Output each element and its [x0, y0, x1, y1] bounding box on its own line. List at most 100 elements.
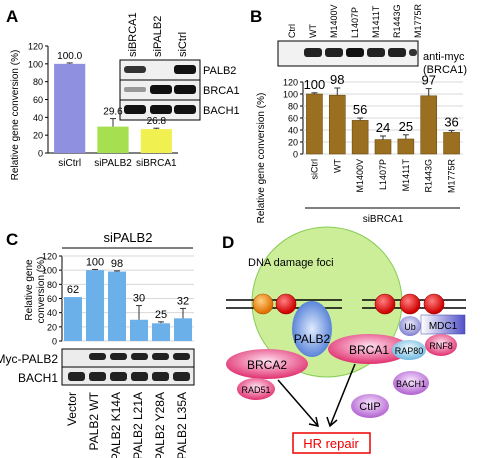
bar-PALB2 K14A: [107, 271, 127, 341]
rap80-protein: RAP80: [392, 340, 426, 360]
blot-b-lane: M1411T: [371, 5, 381, 38]
y-tick-label: 80: [47, 280, 57, 290]
palb2-protein: PALB2: [292, 301, 332, 357]
value-label: 30: [133, 293, 145, 305]
y-tick-label: 120: [28, 42, 43, 52]
panel-label-b: B: [250, 7, 262, 26]
y-tick-label: 80: [288, 102, 298, 112]
y-tick-label: 0: [52, 337, 57, 347]
blot-a-row-2: BACH1: [203, 105, 240, 117]
hr-repair-box: HR repair: [292, 432, 371, 454]
svg-text:RAD51: RAD51: [241, 385, 270, 395]
panel-label-d: D: [222, 233, 234, 252]
svg-text:HR repair: HR repair: [303, 436, 359, 451]
category-label: R1443G: [424, 159, 434, 193]
panel-d: D DNA damage foci PALB2 BRCA2 R: [222, 226, 466, 454]
panel-label-a: A: [6, 7, 18, 26]
y-tick-label: 100: [283, 90, 298, 100]
value-label: 98: [330, 72, 344, 87]
value-label: 98: [111, 258, 123, 270]
bar-PALB2 L21A: [129, 319, 149, 341]
blot-b-lane: L1407P: [350, 7, 360, 38]
bar-PALB2 L35A: [173, 318, 193, 341]
chart-b-group-label: siBRCA1: [363, 214, 404, 225]
svg-text:MDC1: MDC1: [429, 321, 458, 332]
svg-text:RAP80: RAP80: [395, 346, 424, 356]
svg-text:Ub: Ub: [404, 322, 416, 332]
y-tick-label: 0: [38, 149, 43, 159]
bar-PALB2 Y28A: [151, 323, 171, 341]
blot-b-label-2: (BRCA1): [423, 64, 467, 76]
bar-siCtrl: [306, 93, 323, 155]
ctip-protein: CtIP: [351, 394, 389, 418]
value-label: 56: [353, 102, 367, 117]
bar-L1407P: [374, 139, 392, 155]
svg-text:CtIP: CtIP: [359, 401, 380, 413]
rad51-protein: RAD51: [237, 378, 275, 400]
value-label: 97: [421, 73, 435, 88]
category-label: PALB2 Y28A: [153, 392, 167, 458]
panel-b: B anti-myc (BRCA1) Ctrl WT M1400V L1407P M14…: [250, 3, 467, 225]
value-label: 25: [155, 309, 167, 321]
chart-c-ylabel-2: conversion (%): [36, 257, 47, 324]
category-label: Vector: [65, 392, 79, 426]
category-label: PALB2 WT: [87, 391, 101, 450]
value-label: 100: [304, 77, 326, 92]
panel-c: C siPALB2 Relative gene conversion (%) 0…: [0, 230, 195, 458]
svg-text:BACH1: BACH1: [396, 379, 426, 389]
y-tick-label: 120: [283, 78, 298, 88]
chart-c-ylabel-1: Relative gene: [24, 259, 35, 321]
chart-c-title: siPALB2: [104, 230, 153, 245]
dna-damage-foci-label: DNA damage foci: [248, 257, 334, 269]
value-label: 25: [399, 119, 413, 134]
chart-a: 0 20 40 60 80 100 120 100.0 siCtrl 29.6 siPALB2 26.…: [28, 42, 178, 169]
blot-a-row-0: PALB2: [203, 65, 236, 77]
bar-PALB2 WT: [85, 270, 105, 341]
category-label: M1400V: [355, 159, 365, 193]
blot-b-lane: M1400V: [329, 4, 339, 38]
bar-Vector: [63, 297, 83, 341]
value-label: 26.8: [147, 116, 167, 127]
blot-b-lane: R1443G: [392, 4, 402, 38]
blot-b-lane: Ctrl: [287, 24, 297, 38]
blot-b-lane: WT: [308, 24, 318, 38]
blot-c: Myc-PALB2 BACH1: [0, 348, 195, 386]
bar-siBRCA1: [140, 129, 172, 153]
svg-text:RNF8: RNF8: [429, 341, 453, 351]
blot-a-lane-0: siBRCA1: [127, 12, 139, 57]
y-tick-label: 40: [33, 113, 43, 123]
bar-R1443G: [420, 95, 438, 155]
value-label: 24: [376, 120, 390, 135]
category-label: PALB2 L21A: [131, 392, 145, 458]
nucleosomes: [252, 293, 445, 315]
chart-b: 0 20 40 60 80 100 120 100 siCtrl 98 WT 56 M1400V 24 L1…: [283, 72, 463, 193]
y-tick-label: 40: [288, 126, 298, 136]
blot-b: anti-myc (BRCA1) Ctrl WT M1400V L1407P M1411…: [277, 3, 467, 76]
svg-text:BRCA2: BRCA2: [247, 358, 287, 372]
value-label: 32: [177, 295, 189, 307]
mdc1-protein: MDC1: [420, 314, 466, 335]
brca1-protein: BRCA1: [328, 334, 410, 364]
svg-text:PALB2: PALB2: [294, 332, 331, 346]
chart-c: 0 20 40 60 80 100 120 62 Vector 100 PALB2 WT 98 PALB…: [42, 252, 194, 458]
y-tick-label: 60: [288, 114, 298, 124]
value-label: 100: [86, 256, 104, 268]
brca2-protein: BRCA2: [226, 349, 308, 379]
bach1-protein: BACH1: [393, 371, 429, 395]
value-label: 100.0: [57, 51, 82, 62]
bar-siPALB2: [97, 126, 129, 153]
category-label: L1407P: [378, 159, 388, 190]
y-tick-label: 20: [33, 131, 43, 141]
category-label: PALB2 K14A: [109, 392, 123, 458]
category-label: WT: [332, 159, 342, 173]
category-label: M1411T: [401, 159, 411, 192]
y-tick-label: 40: [47, 308, 57, 318]
value-label: 36: [444, 115, 458, 130]
y-tick-label: 20: [288, 138, 298, 148]
bar-siCtrl: [54, 63, 86, 154]
bar-M1411T: [397, 138, 415, 155]
panel-a: A siBRCA1 siPALB2 siCtrl PALB2 BRCA1 BAC…: [6, 7, 240, 180]
blot-a-lane-2: siCtrl: [177, 32, 189, 57]
chart-b-ylabel: Relative gene conversion (%): [256, 93, 267, 224]
